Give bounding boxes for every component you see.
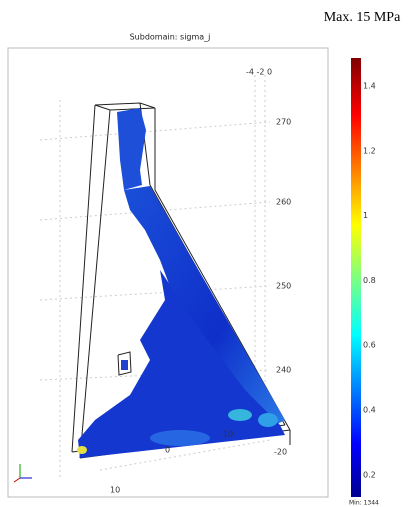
- colorbar-tick-label: 0.6: [363, 341, 376, 350]
- z-tick-label: 240: [276, 366, 291, 375]
- z-tick-label: 270: [276, 118, 291, 127]
- colorbar-tick-label: 0.4: [363, 406, 376, 415]
- x-tick-label: 10: [110, 486, 120, 495]
- x-tick-label: -20: [274, 448, 287, 457]
- max-annotation: Max. 15 MPa: [324, 10, 401, 25]
- plot-title: Subdomain: sigma_j: [130, 33, 211, 42]
- colorbar-tick-label: 1.2: [363, 146, 376, 155]
- z-tick-label: 260: [276, 198, 291, 207]
- colorbar-tick-label: 0.8: [363, 276, 376, 285]
- stress-spot: [150, 430, 210, 446]
- x-tick-label: 0: [165, 446, 170, 455]
- y-axis-ticks: -4 -2 0: [246, 68, 272, 77]
- colorbar-min-label: Min: 1344: [349, 500, 379, 507]
- colorbar: [351, 58, 361, 497]
- colorbar-tick-label: 0.2: [363, 470, 376, 479]
- stress-column: [117, 108, 146, 190]
- z-tick-label: 250: [276, 282, 291, 291]
- stress-spot: [77, 446, 87, 454]
- colorbar-tick-label: 1: [363, 211, 368, 220]
- axis-triad: [13, 464, 32, 483]
- stress-spot: [258, 413, 278, 427]
- colorbar-tick-label: 1.4: [363, 82, 376, 91]
- stress-spot: [228, 409, 252, 421]
- plot-frame: [7, 47, 329, 498]
- stress-block: [121, 360, 128, 370]
- stress-band: [124, 186, 285, 428]
- x-tick-label: -10: [220, 430, 233, 439]
